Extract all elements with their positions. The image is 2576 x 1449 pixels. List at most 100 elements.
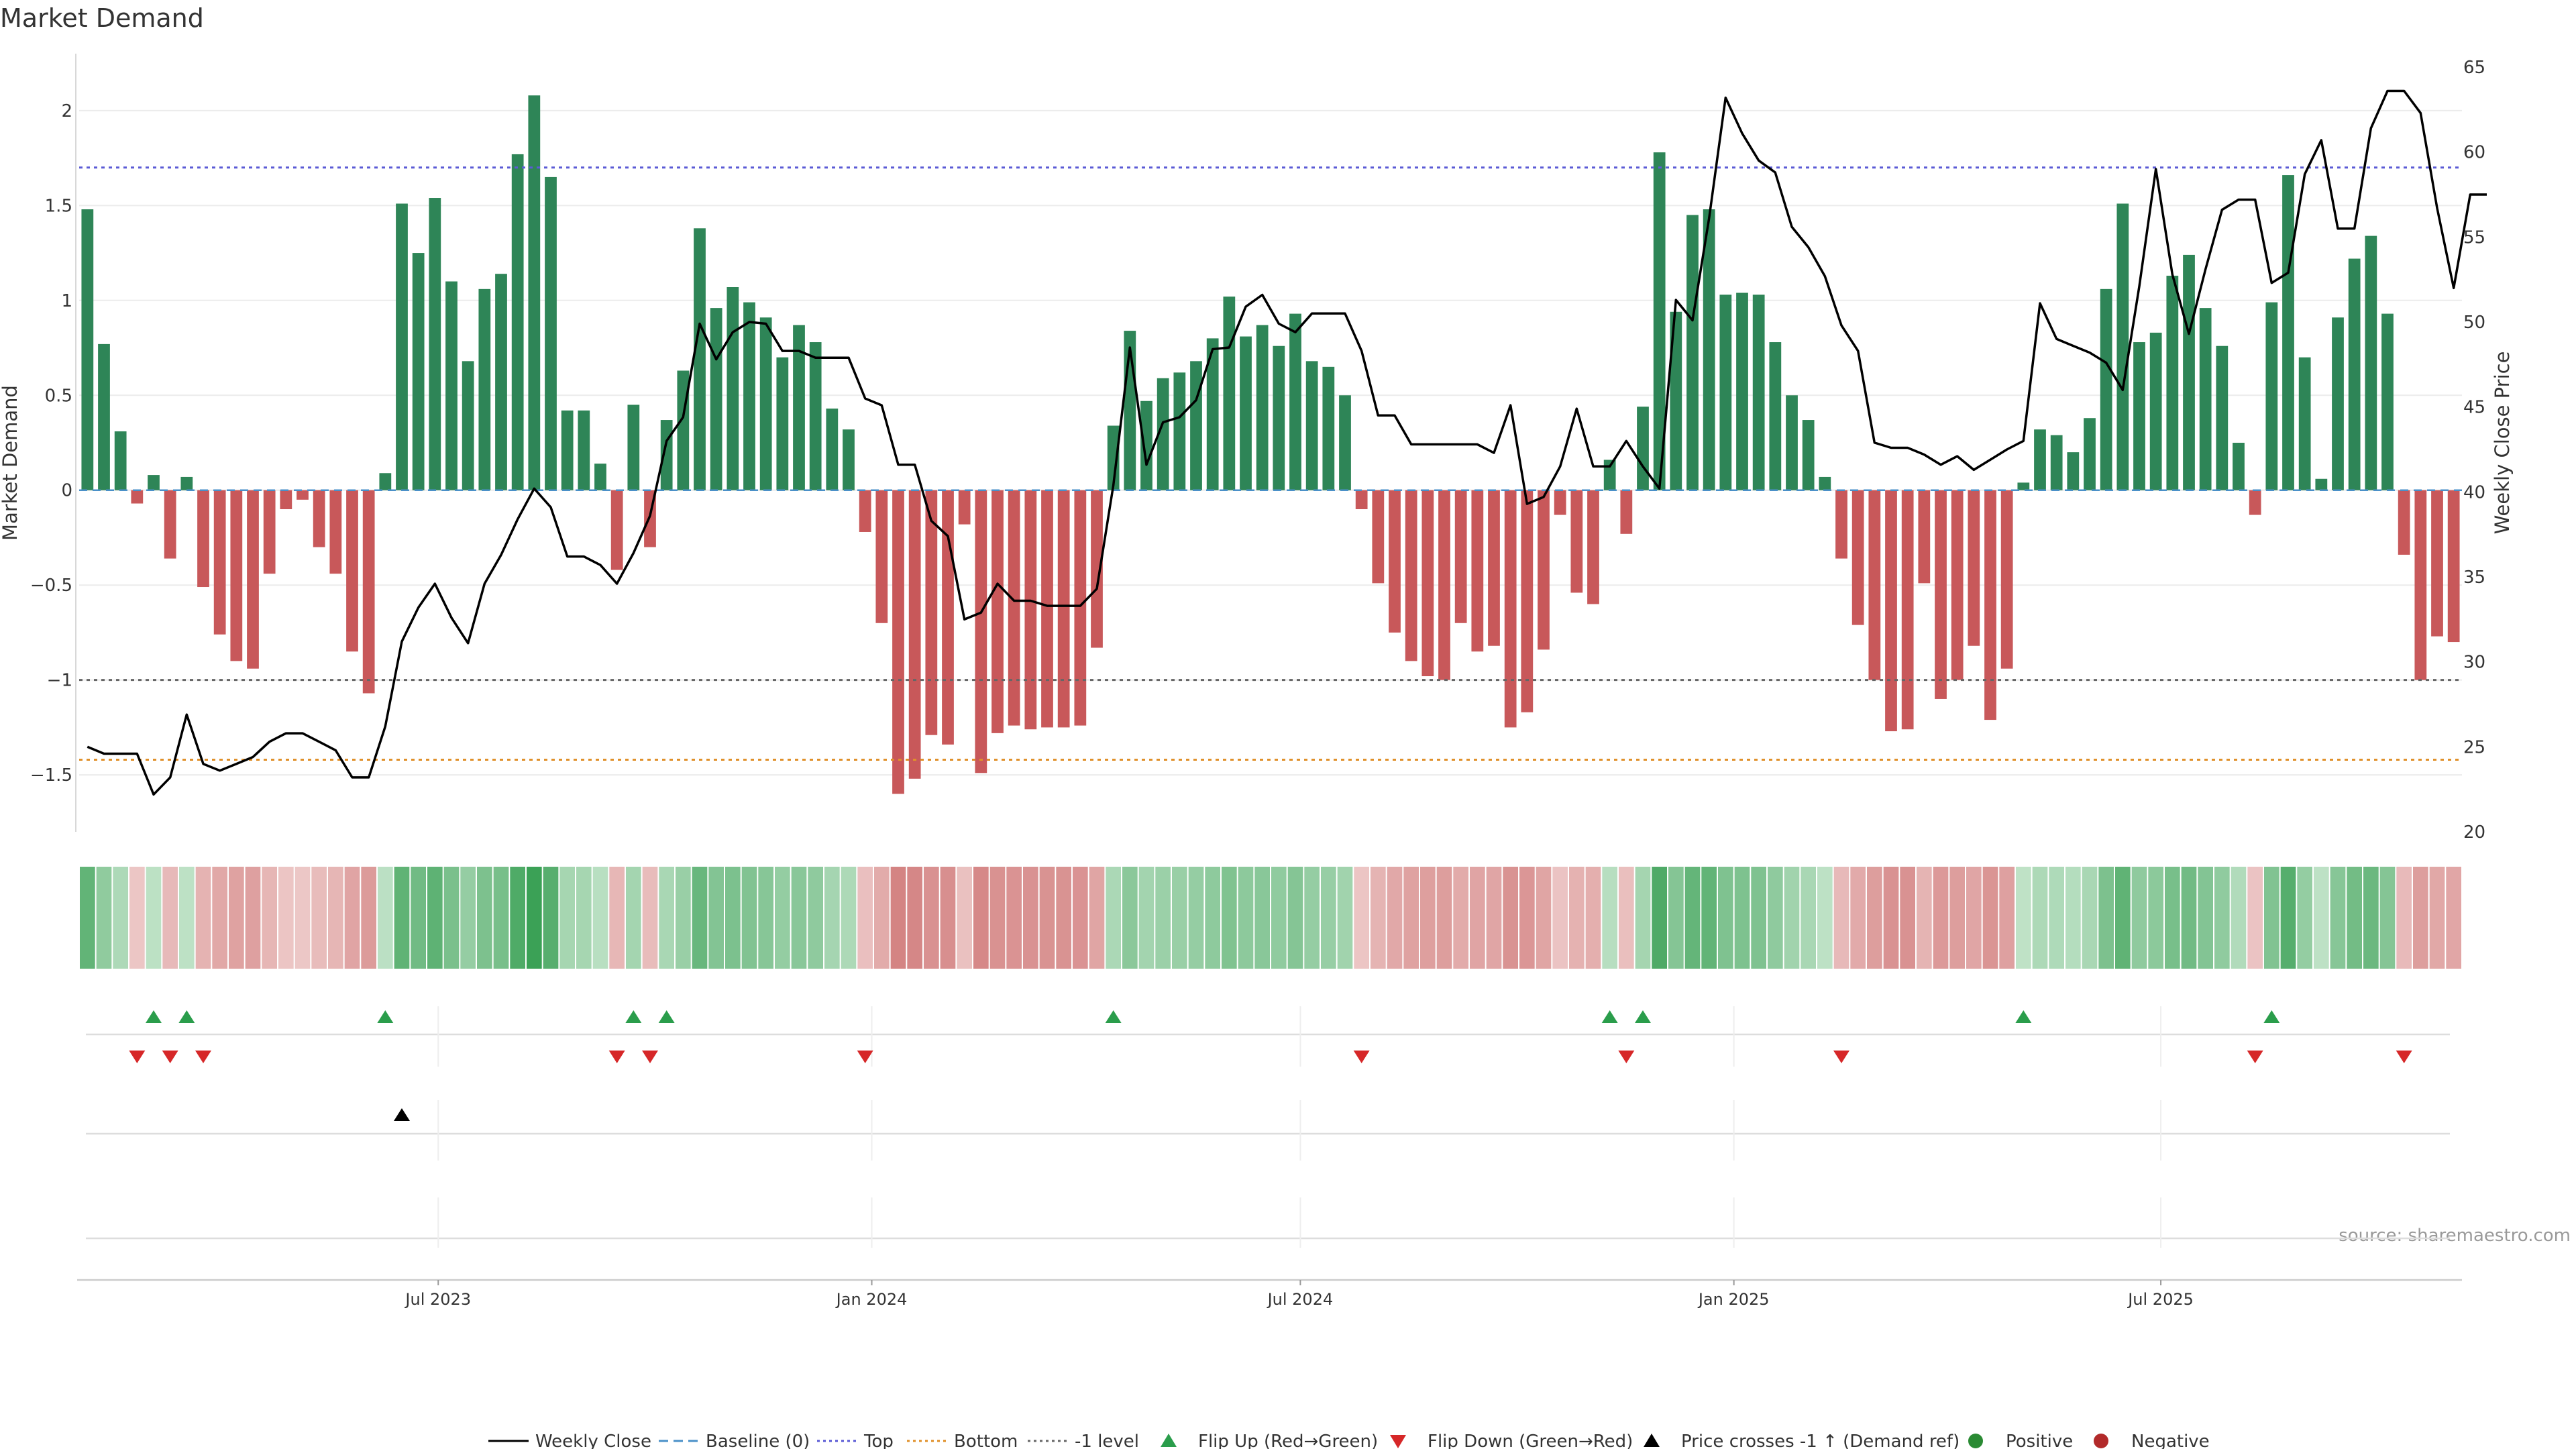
- demand-bar: [1273, 345, 1285, 490]
- heat-cell: [642, 867, 658, 969]
- heat-cell: [1022, 867, 1038, 969]
- heat-cell: [1833, 867, 1849, 969]
- heat-cell: [890, 867, 906, 969]
- x-tick-label: Jul 2025: [2127, 1290, 2194, 1309]
- y-tick-label: 2: [61, 101, 72, 121]
- demand-bar: [2398, 490, 2410, 555]
- demand-bar: [1686, 215, 1699, 490]
- heat-cell: [1122, 867, 1138, 969]
- heat-cell: [675, 867, 691, 969]
- heat-cell: [708, 867, 724, 969]
- heat-cell: [2412, 867, 2428, 969]
- heat-cell: [1734, 867, 1750, 969]
- legend-label: -1 level: [1075, 1432, 1139, 1449]
- x-tick-label: Jan 2024: [835, 1290, 908, 1309]
- heat-cell: [2065, 867, 2081, 969]
- heat-cell: [1999, 867, 2015, 969]
- heat-cell: [1254, 867, 1271, 969]
- demand-bar: [594, 464, 606, 490]
- demand-bar: [2100, 288, 2112, 490]
- demand-bar: [230, 490, 243, 661]
- heat-cell: [1949, 867, 1966, 969]
- chart-title: Market Demand: [0, 3, 204, 33]
- demand-bar: [263, 490, 276, 574]
- demand-bar: [942, 490, 954, 745]
- demand-bar: [1322, 366, 1335, 490]
- demand-bar: [2166, 276, 2179, 490]
- heat-cell: [2148, 867, 2164, 969]
- y-tick-label: 0: [61, 481, 72, 501]
- demand-bar: [478, 288, 491, 490]
- heat-cell: [692, 867, 708, 969]
- legend-swatch-up-marker: [1644, 1434, 1660, 1447]
- heat-cell: [510, 867, 526, 969]
- heat-cell: [1652, 867, 1668, 969]
- demand-bar: [627, 405, 640, 490]
- heat-cell: [1387, 867, 1403, 969]
- demand-bar: [2282, 175, 2294, 490]
- demand-bar: [1206, 338, 1219, 490]
- heat-cell: [327, 867, 343, 969]
- heat-cell: [923, 867, 939, 969]
- heat-cell: [2164, 867, 2180, 969]
- demand-bar: [2216, 345, 2229, 490]
- demand-bar: [180, 476, 193, 490]
- demand-bar: [958, 490, 971, 525]
- demand-bar: [1504, 490, 1517, 728]
- heat-cell: [1436, 867, 1452, 969]
- heat-cell: [1717, 867, 1733, 969]
- demand-bar: [148, 475, 160, 490]
- demand-bar: [1587, 490, 1599, 604]
- demand-bar: [1918, 490, 1931, 584]
- demand-bar: [280, 490, 292, 510]
- demand-heat-strip: [79, 867, 2462, 969]
- demand-bar: [1901, 490, 1914, 730]
- heat-cell: [841, 867, 857, 969]
- demand-bar: [545, 176, 557, 490]
- demand-bar: [710, 308, 722, 490]
- demand-bar: [875, 490, 888, 623]
- flip-down-marker: [2396, 1051, 2412, 1063]
- demand-bar: [2233, 443, 2245, 490]
- demand-bar: [859, 490, 871, 532]
- heat-cell: [907, 867, 923, 969]
- heat-cell: [2347, 867, 2363, 969]
- heat-cell: [146, 867, 162, 969]
- heat-cell: [659, 867, 675, 969]
- y2-tick-label: 20: [2463, 822, 2485, 843]
- demand-bar: [1305, 361, 1318, 490]
- y-tick-label: −1: [47, 671, 72, 691]
- heat-cell: [427, 867, 443, 969]
- heat-cell: [2297, 867, 2313, 969]
- demand-bar: [2050, 435, 2063, 490]
- y2-tick-label: 35: [2463, 568, 2485, 588]
- demand-bar: [1653, 152, 1666, 490]
- heat-cell: [973, 867, 989, 969]
- demand-bar: [1421, 490, 1434, 676]
- y2-tick-label: 60: [2463, 143, 2485, 163]
- heat-cell: [2015, 867, 2031, 969]
- heat-cell: [228, 867, 244, 969]
- flip-down-marker: [162, 1051, 178, 1063]
- heat-cell: [411, 867, 427, 969]
- flip-down-marker: [1833, 1051, 1849, 1063]
- heat-cell: [79, 867, 95, 969]
- heat-cell: [1519, 867, 1535, 969]
- demand-bar: [1256, 325, 1269, 490]
- demand-bar: [2034, 429, 2046, 490]
- heat-cell: [1751, 867, 1767, 969]
- demand-bar: [313, 490, 325, 547]
- heat-cell: [460, 867, 476, 969]
- legend-label: Positive: [2006, 1432, 2073, 1449]
- legend-label: Price crosses -1 ↑ (Demand ref): [1681, 1432, 1960, 1449]
- flip-down-marker: [857, 1051, 873, 1063]
- flip-down-marker: [129, 1051, 146, 1063]
- legend-label: Top: [863, 1432, 894, 1449]
- demand-bar: [1637, 407, 1649, 490]
- heat-cell: [940, 867, 956, 969]
- heat-cell: [1238, 867, 1254, 969]
- heat-cell: [2280, 867, 2296, 969]
- heat-cell: [824, 867, 840, 969]
- demand-bar: [511, 154, 524, 490]
